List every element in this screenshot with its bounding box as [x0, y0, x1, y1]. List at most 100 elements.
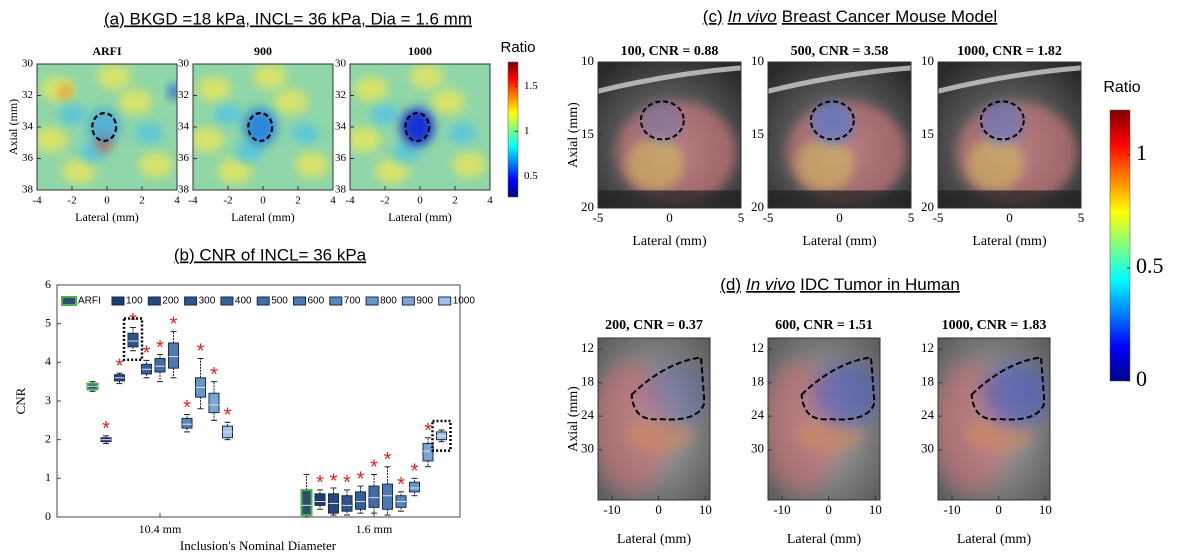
y-tick-label: 38 [22, 184, 34, 196]
x-axis-label: Lateral (mm) [388, 210, 452, 224]
panel-subtitle: 900 [254, 44, 272, 58]
overlay-yellow [966, 419, 1034, 452]
y-tick-label: 5 [45, 315, 51, 329]
panel-title: (d) In vivo IDC Tumor in Human [720, 275, 960, 294]
x-tick-label: 4 [174, 195, 180, 207]
box [355, 491, 366, 510]
tumor-outline [630, 356, 706, 421]
overlay-blue [642, 362, 710, 428]
heatmap-spot [59, 85, 71, 98]
x-tick-label: -2 [380, 195, 389, 207]
y-axis-label: Axial (mm) [566, 102, 581, 168]
tumor-outline [800, 356, 876, 421]
image-content [938, 62, 1081, 208]
y-tick-label: 15 [581, 126, 594, 141]
legend-label: 500 [271, 296, 288, 307]
x-tick-label: -2 [67, 195, 76, 207]
y-tick-label: 32 [22, 89, 33, 101]
significance: * [370, 457, 378, 479]
x-tick-label: -4 [188, 195, 198, 207]
legend-swatch [293, 296, 306, 306]
x-tick-label: -5 [933, 210, 944, 225]
legend-swatch [184, 296, 198, 306]
y-tick-label: 24 [921, 407, 935, 422]
y-tick-label: 12 [921, 340, 934, 355]
x-tick-label: 5 [738, 210, 745, 225]
y-tick-label: 10 [921, 53, 934, 68]
y-tick-label: 36 [178, 152, 190, 164]
image-content [350, 64, 490, 190]
heatmap-spot [218, 158, 252, 184]
y-tick-label: 12 [581, 340, 594, 355]
x-axis-label: Lateral (mm) [632, 234, 707, 249]
x-tick-label: 0 [104, 195, 110, 207]
heatmap-spot [392, 142, 420, 163]
y-tick-label: 4 [45, 354, 51, 368]
overlay-blue [980, 101, 1024, 146]
panel-subtitle: 500, CNR = 3.58 [791, 44, 889, 59]
image-content [598, 338, 710, 500]
x-axis-label: Inclusion's Nominal Diameter [180, 538, 337, 553]
legend-label: 400 [235, 296, 252, 307]
inclusion-outline [91, 112, 118, 142]
image-content [938, 338, 1050, 500]
y-tick-label: 30 [751, 441, 764, 456]
y-tick-label: 20 [581, 199, 594, 214]
x-tick-label: 0 [417, 195, 423, 207]
legend-label: 600 [308, 296, 325, 307]
significance: * [129, 310, 137, 332]
y-tick-label: 10 [581, 53, 594, 68]
significance: * [170, 314, 178, 336]
x-tick-label: -2 [223, 195, 232, 207]
title-part: In vivo [728, 7, 777, 26]
y-tick-label: 2 [45, 431, 51, 445]
colorbar-tick-label: 0.5 [1136, 253, 1164, 278]
y-tick-label: 18 [581, 374, 594, 389]
y-tick-label: 18 [751, 374, 764, 389]
x-tick-label: 5 [908, 210, 915, 225]
heatmap-spot [253, 64, 287, 90]
x-tick-label: -10 [603, 502, 620, 517]
legend-label: 100 [126, 296, 143, 307]
image-content [37, 64, 177, 190]
x-axis-label: Lateral (mm) [972, 234, 1047, 249]
panel-title: (a) BKGD =18 kPa, INCL= 36 kPa, Dia = 1.… [104, 9, 472, 28]
panel-title: (c) In vivo Breast Cancer Mouse Model [703, 7, 997, 26]
ultrasound-bottom [768, 190, 911, 208]
skin-line [938, 65, 1081, 94]
image-content [768, 338, 880, 500]
y-tick-label: 32 [335, 89, 346, 101]
significance: * [143, 343, 151, 365]
y-tick-label: 18 [921, 374, 934, 389]
panel-title: (b) CNR of INCL= 36 kPa [174, 245, 367, 264]
y-tick-label: 38 [178, 184, 190, 196]
significance: * [210, 364, 218, 386]
legend-swatch [147, 296, 161, 306]
overlay-yellow [796, 137, 854, 191]
significance: * [156, 337, 164, 359]
x-tick-label: -10 [943, 502, 960, 517]
panel-subtitle: 600, CNR = 1.51 [775, 318, 873, 333]
ultrasound-bottom [938, 190, 1081, 208]
axes-frame [937, 337, 1051, 501]
significance: * [397, 474, 405, 496]
tumor-outline [970, 356, 1046, 421]
heatmap-spot [371, 104, 399, 125]
legend-swatch [220, 296, 234, 306]
box [154, 357, 166, 373]
box [422, 443, 434, 462]
heatmap-spot [431, 89, 465, 115]
x-axis-label: Lateral (mm) [231, 210, 295, 224]
legend-swatch [329, 296, 343, 306]
overlay-yellow [966, 137, 1024, 191]
heatmap-spot [197, 76, 231, 102]
heatmap-spot [452, 152, 486, 178]
heatmap-spot [350, 127, 381, 153]
panel-subtitle: 1000, CNR = 1.82 [957, 44, 1062, 59]
panel-subtitle: 1000 [408, 44, 432, 58]
panel-subtitle: ARFI [92, 44, 122, 58]
y-axis-label: Axial (mm) [6, 99, 20, 155]
skin-line [598, 65, 741, 94]
significance: * [424, 420, 432, 442]
legend-swatch [438, 296, 452, 306]
